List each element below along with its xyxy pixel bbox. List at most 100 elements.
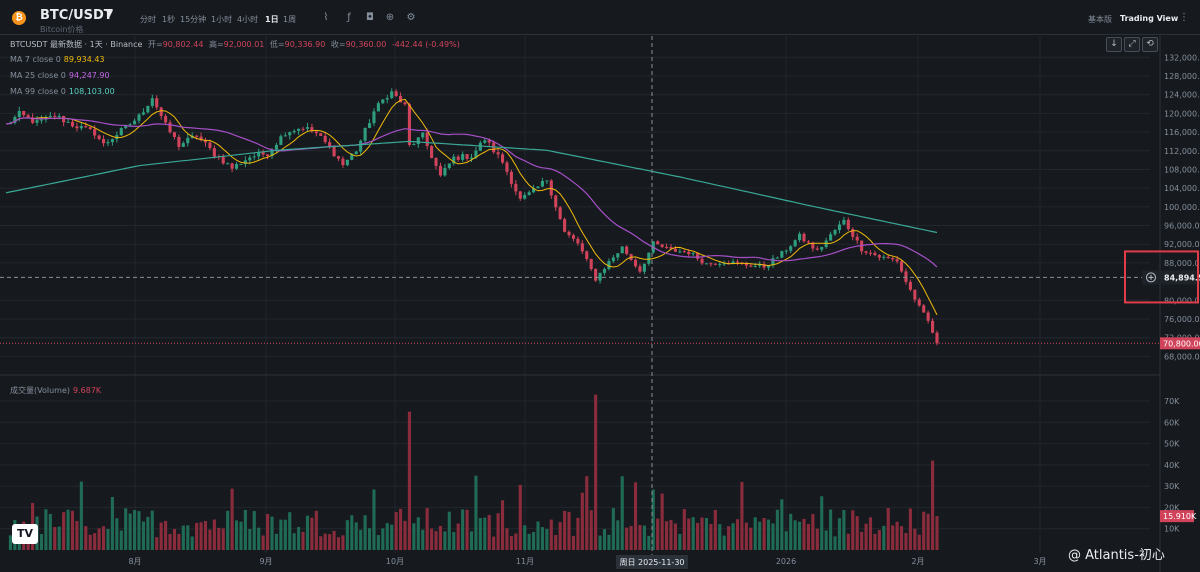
volume-bar <box>563 510 567 550</box>
timeframe-tab[interactable]: 分时 <box>140 15 156 24</box>
high-key: 高= <box>208 40 224 49</box>
volume-bar <box>687 518 691 550</box>
candle-body <box>31 117 35 123</box>
volume-bar <box>656 518 660 550</box>
timeframe-tab[interactable]: 4小时 <box>237 15 259 24</box>
price-tick-label: 124,000.00 <box>1164 91 1200 100</box>
volume-bar <box>935 516 939 550</box>
candles <box>8 88 939 346</box>
chevron-down-icon[interactable]: ▼ <box>106 9 113 19</box>
candle-body <box>509 171 513 184</box>
candle-body <box>758 264 762 266</box>
axes: 132,000.00 128,000.00 124,000.00 120,000.00… <box>128 53 1200 566</box>
download-icon[interactable]: ↓ <box>1106 37 1122 52</box>
overlays: 周日 2025-11-30 84,894.55 70,800.00 15.910K <box>0 36 1200 569</box>
ma99-line <box>5 140 938 234</box>
volume-bar <box>385 523 389 550</box>
volume-bars <box>8 394 939 550</box>
candle-body <box>744 263 748 266</box>
symbol-selector[interactable]: BTC/USDT <box>40 8 113 23</box>
candle-body <box>886 256 890 259</box>
volume-bar <box>514 533 518 550</box>
volume-bar <box>70 510 75 550</box>
timeframe-tab[interactable]: 1周 <box>283 15 297 24</box>
chart-type-icon[interactable]: ⌇ <box>323 12 329 23</box>
volume-bar <box>678 533 682 550</box>
volume-bar <box>855 516 859 550</box>
volume-bar <box>226 510 230 550</box>
candle-body <box>558 207 562 220</box>
volume-bar <box>718 524 722 550</box>
last-volume-box <box>1160 510 1194 523</box>
ma7-line <box>5 98 938 316</box>
legend-ma99[interactable]: MA 99 close 0 108,103.00 <box>10 87 118 96</box>
volume-bar <box>926 513 930 550</box>
volume-bar <box>412 523 416 550</box>
add-icon[interactable]: ⊕ <box>385 12 395 23</box>
candle-body <box>181 143 185 147</box>
more-icon[interactable]: ⋮ <box>1179 12 1189 23</box>
volume-bar <box>75 520 79 550</box>
volume-bar <box>633 482 638 550</box>
volume-bar <box>549 519 553 550</box>
volume-bar <box>119 530 123 550</box>
candle-body <box>13 117 17 123</box>
timeframe-tab[interactable]: 15分钟 <box>180 15 207 24</box>
volume-bar <box>518 484 522 550</box>
candle-body <box>855 236 859 241</box>
chart-grid <box>0 36 1161 572</box>
volume-bar <box>390 524 394 550</box>
volume-bar <box>292 533 296 550</box>
volume-bar <box>598 535 602 550</box>
fullscreen-icon[interactable]: ⤢ <box>1124 37 1140 52</box>
candle-body <box>283 135 287 137</box>
watermark-text: @ Atlantis-初心 <box>1068 548 1165 563</box>
volume-bar <box>363 515 367 550</box>
legend-volume[interactable]: 成交量(Volume) 9.687K <box>10 385 104 396</box>
candle-body <box>647 252 651 264</box>
chart-region[interactable]: 132,000.00 128,000.00 124,000.00 120,000.00… <box>0 35 1200 572</box>
volume-bar <box>97 528 101 550</box>
volume-bar <box>629 525 633 550</box>
volume-bar <box>913 528 917 550</box>
candle-body <box>261 152 265 155</box>
legend-ma25[interactable]: MA 25 close 0 94,247.90 <box>10 71 113 80</box>
indicators-icon[interactable]: ƒ <box>347 12 351 23</box>
volume-bar <box>487 514 491 550</box>
volume-bar <box>864 523 868 550</box>
timeframe-tab-active[interactable]: 1日 <box>265 15 279 24</box>
timeframe-tab[interactable]: 1小时 <box>211 15 233 24</box>
candle-body <box>691 253 695 255</box>
volume-bar <box>554 534 558 550</box>
settings-icon[interactable]: ⚙ <box>406 12 416 23</box>
volume-bar <box>806 524 810 550</box>
open-key: 开= <box>147 40 163 49</box>
volume-bar <box>833 536 837 550</box>
volume-bar <box>691 517 695 550</box>
tab-basic-view[interactable]: 基本版 <box>1088 15 1112 24</box>
volume-bar <box>164 520 168 550</box>
volume-bar <box>811 514 815 550</box>
ma99-value: 108,103.00 <box>68 87 115 96</box>
candle-body <box>48 115 52 118</box>
candle-body <box>868 252 873 254</box>
candle-body <box>753 265 757 267</box>
add-alert-icon <box>1146 272 1156 283</box>
reset-icon[interactable]: ⟲ <box>1142 37 1158 52</box>
time-tick-label: 10月 <box>386 557 404 566</box>
volume-bar <box>314 510 318 550</box>
candle-body <box>487 140 491 143</box>
volume-bar <box>367 528 372 550</box>
candle-body <box>598 272 602 281</box>
candle-body <box>359 140 363 152</box>
ma-lines <box>5 98 938 316</box>
time-tick-label: 11月 <box>516 557 534 566</box>
ma25-value: 94,247.90 <box>68 71 110 80</box>
candlestick-chart[interactable]: 132,000.00 128,000.00 124,000.00 120,000.00… <box>0 35 1200 572</box>
camera-icon[interactable]: ◘ <box>366 12 374 23</box>
legend-ma7[interactable]: MA 7 close 0 89,934.43 <box>10 55 108 64</box>
timeframe-tab[interactable]: 1秒 <box>162 15 176 24</box>
volume-bar <box>540 527 544 550</box>
candle-body <box>110 139 114 143</box>
tab-tradingview[interactable]: Trading View <box>1120 14 1179 23</box>
